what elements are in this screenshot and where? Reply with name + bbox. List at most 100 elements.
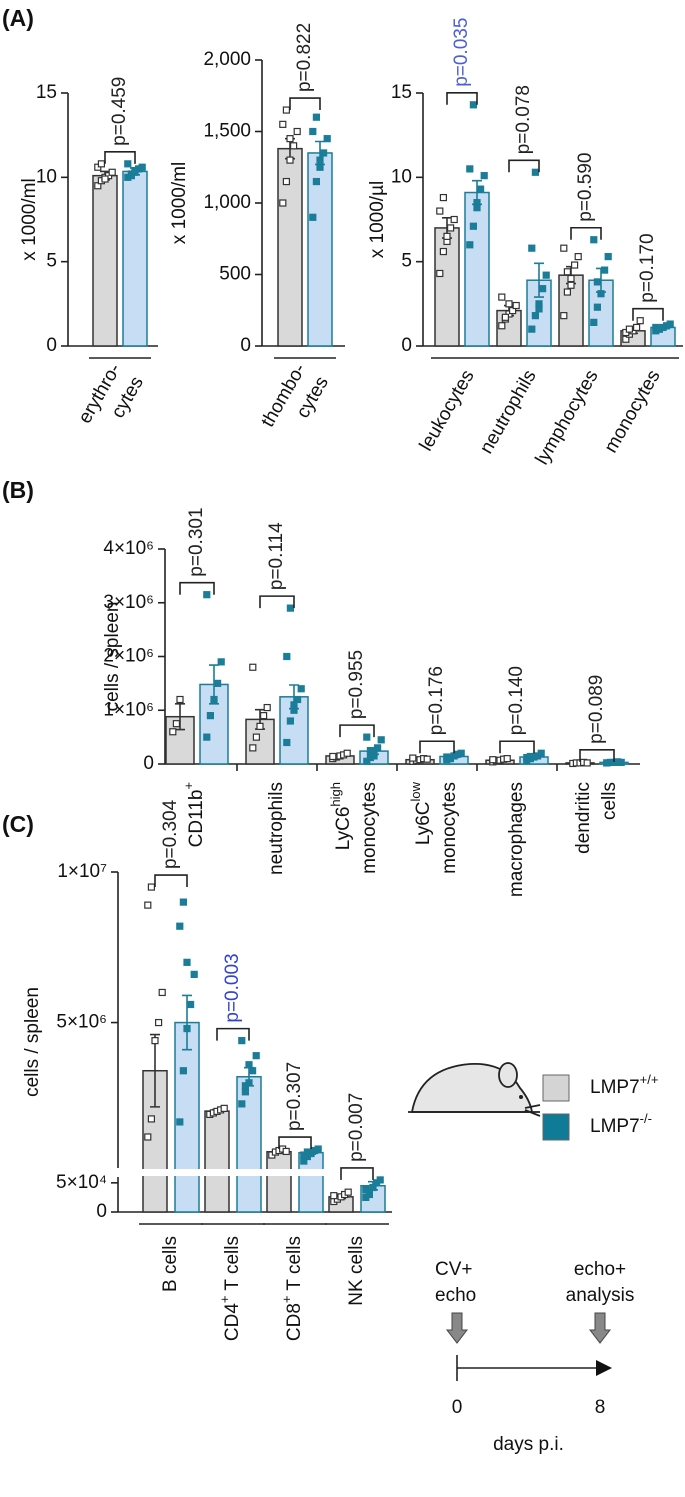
y-tick-label: 4×10⁶ <box>103 538 154 559</box>
data-point <box>245 1061 253 1069</box>
data-point <box>260 712 268 720</box>
y-tick-label: 15 <box>391 82 412 103</box>
data-point <box>158 988 166 997</box>
data-point <box>436 269 444 278</box>
data-point <box>370 752 378 760</box>
significance-bracket <box>289 97 321 111</box>
data-point <box>238 1037 246 1045</box>
data-point <box>603 759 611 767</box>
legend-label: LMP7+/+ <box>590 1072 658 1098</box>
y-tick-label: 3×10⁶ <box>103 592 154 613</box>
panel-label: (C) <box>2 811 34 837</box>
panel-label: (A) <box>2 5 34 31</box>
data-point <box>600 266 609 274</box>
data-point <box>617 758 625 766</box>
data-point <box>450 215 458 224</box>
y-axis-label: x 1000/µl <box>367 181 388 259</box>
bar <box>92 174 118 347</box>
data-point <box>574 253 582 261</box>
label-sup: high <box>328 782 343 807</box>
data-point <box>563 288 572 296</box>
data-point <box>282 1147 290 1156</box>
y-tick-label: 1×10⁷ <box>57 861 107 882</box>
label-sup: + <box>279 1296 294 1304</box>
y-tick-label: 0 <box>401 335 412 356</box>
significance-bracket <box>419 740 455 754</box>
data-point <box>286 604 294 612</box>
significance-bracket <box>259 595 295 609</box>
timeline-tick-label: 8 <box>595 1397 606 1418</box>
data-point <box>179 898 187 906</box>
label-text: CD8 <box>284 1303 305 1341</box>
label-sup: + <box>181 782 196 790</box>
data-point <box>249 1067 257 1075</box>
data-point <box>409 754 417 762</box>
bar <box>204 1110 230 1213</box>
data-point <box>376 1176 384 1184</box>
x-tick-label: CD11b+ <box>181 782 207 847</box>
data-point <box>477 185 485 193</box>
bar <box>236 1076 262 1213</box>
significance-bracket <box>446 92 478 105</box>
data-point <box>147 1115 155 1123</box>
data-point <box>316 156 324 164</box>
data-point <box>241 1082 249 1090</box>
x-tick-label: monocytes <box>439 782 460 874</box>
data-point <box>316 163 324 171</box>
x-tick-label: dendritic <box>573 782 594 854</box>
significance-bracket <box>579 749 615 762</box>
y-axis-label: x 1000/ml <box>169 162 190 244</box>
data-point <box>447 224 455 232</box>
bar <box>307 152 333 347</box>
data-point <box>312 113 320 121</box>
p-value: p=0.089 <box>586 675 607 744</box>
bar <box>245 718 275 765</box>
data-point <box>176 922 184 930</box>
p-value: p=0.007 <box>346 1093 367 1162</box>
data-point <box>439 193 447 202</box>
data-point <box>286 156 294 164</box>
data-point <box>480 172 488 180</box>
data-point <box>297 685 305 693</box>
data-point <box>469 222 477 230</box>
p-value: p=0.078 <box>513 85 534 154</box>
y-tick-label: 5 <box>46 251 57 272</box>
p-value: p=0.955 <box>346 650 367 719</box>
data-point <box>377 736 385 744</box>
y-tick-label: 1,000 <box>203 192 251 213</box>
timeline-event: analysis <box>566 1285 635 1306</box>
p-value: p=0.304 <box>160 799 181 869</box>
data-point <box>505 300 513 308</box>
error-bar <box>175 703 185 731</box>
label-text: B cells <box>160 1236 181 1292</box>
p-value: p=0.114 <box>266 522 287 590</box>
data-point <box>343 749 351 757</box>
x-tick-label: LyC6high <box>328 782 354 850</box>
significance-bracket <box>570 226 602 240</box>
data-point <box>593 278 602 286</box>
timeline-event: echo <box>435 1285 476 1306</box>
data-point <box>320 149 328 157</box>
data-point <box>590 318 598 326</box>
data-point <box>187 1000 195 1009</box>
timeline-event: CV+ <box>435 1259 473 1280</box>
data-point <box>560 312 568 320</box>
data-point <box>210 695 218 704</box>
bar <box>266 1150 292 1213</box>
data-point <box>622 335 630 343</box>
data-point <box>283 738 291 747</box>
error-bar <box>150 1033 160 1108</box>
data-point <box>436 207 444 215</box>
data-point <box>147 883 155 891</box>
p-value: p=0.301 <box>186 507 207 576</box>
data-point <box>155 1018 163 1027</box>
label-text: Ly6C <box>413 802 434 846</box>
legend-name: LMP7 <box>590 1116 640 1137</box>
y-axis-label: x 1000/ml <box>19 178 40 260</box>
data-point <box>312 177 320 186</box>
data-point <box>625 325 634 333</box>
significance-bracket <box>339 724 375 738</box>
label-text: neutrophils <box>266 782 287 875</box>
data-point <box>366 746 374 755</box>
